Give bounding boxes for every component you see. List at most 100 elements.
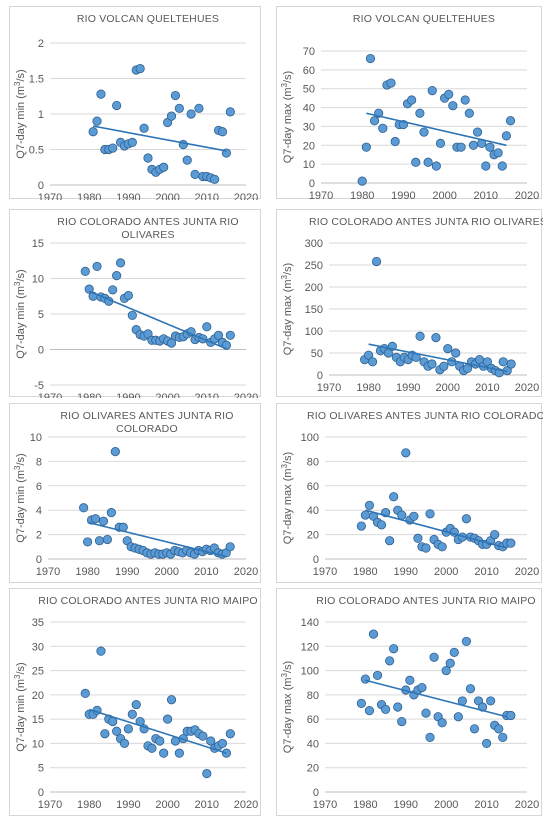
x-tick-label: 1980 (353, 799, 377, 811)
data-point (431, 333, 441, 343)
data-point (163, 714, 173, 724)
chart-svg-8: RIO COLORADO ANTES JUNTA RIO MAIPO 0 20 40 6… (280, 595, 539, 811)
y-axis-label: Q7-day max (m3/s) (280, 263, 294, 355)
chart-svg-4: RIO COLORADO ANTES JUNTA RIO OLIVARES 0 50… (280, 216, 543, 394)
x-tick-label: 1990 (394, 799, 418, 811)
x-tick-label: 1970 (317, 382, 341, 394)
data-point (206, 736, 216, 746)
data-point (112, 100, 122, 111)
trendline (365, 679, 507, 718)
data-point (444, 89, 454, 99)
y-tick-label: 300 (305, 238, 323, 250)
data-point (460, 95, 470, 105)
data-point (407, 95, 417, 105)
data-point (83, 537, 93, 547)
data-point (437, 542, 447, 552)
y-axis-label-main: Q7-day max (m (282, 677, 294, 753)
y-tick-label: 140 (301, 617, 319, 629)
data-point (166, 338, 177, 348)
y-tick-label: 0.5 (29, 145, 44, 157)
data-point (364, 706, 375, 716)
data-point (482, 738, 492, 749)
data-point (356, 521, 366, 531)
x-tick-label: 2010 (474, 190, 498, 200)
data-point (506, 710, 516, 721)
data-point (186, 109, 196, 119)
y-tick-label: 35 (32, 617, 44, 629)
data-point (409, 511, 419, 521)
data-point (127, 709, 137, 719)
data-point (482, 357, 492, 367)
data-point (96, 646, 106, 656)
x-tick-label: 2020 (234, 799, 258, 811)
y-tick-label: 10 (303, 159, 315, 171)
chart-svg-1: RIO VOLCAN QUELTEHUES 0 0.5 1 1.5 2 1970 1980 19… (13, 13, 258, 200)
data-point (376, 520, 387, 530)
data-point (415, 108, 425, 118)
data-point (419, 127, 429, 137)
x-tick-label: 2020 (234, 192, 258, 200)
data-point (115, 258, 126, 268)
y-axis-label-main: Q7-day min (m (15, 86, 27, 159)
y-tick-label: 10 (30, 432, 42, 444)
x-tick-label: 1990 (115, 566, 139, 578)
data-point (217, 738, 228, 749)
data-point (439, 361, 449, 371)
y-tick-label: 8 (36, 456, 42, 468)
y-tick-label: 2 (36, 530, 42, 542)
y-tick-label: 100 (305, 326, 323, 338)
data-point (364, 350, 374, 360)
chart-panel-7: RIO COLORADO ANTES JUNTA RIO MAIPO 0 5 10 15… (9, 588, 261, 816)
data-point (202, 322, 212, 332)
y-tick-label: 80 (307, 456, 319, 468)
data-point (498, 732, 508, 742)
data-point (92, 116, 102, 126)
data-point (225, 542, 235, 552)
y-tick-label: 20 (307, 530, 319, 542)
y-axis-label-tail: /s) (282, 71, 294, 83)
y-axis-label-tail: /s) (15, 662, 27, 674)
data-point (441, 665, 451, 676)
y-axis-label-tail: /s) (282, 452, 294, 464)
data-point (423, 157, 433, 167)
data-point (100, 729, 110, 739)
data-point (368, 629, 379, 639)
data-point (425, 509, 435, 519)
data-point (213, 330, 224, 340)
y-tick-label: 20 (303, 140, 315, 152)
x-tick-label: 2010 (475, 382, 499, 394)
chart-panel-4: RIO COLORADO ANTES JUNTA RIO OLIVARES 0 50… (276, 209, 543, 397)
y-axis-label-main: Q7-day min (m (15, 470, 27, 543)
chart-title-line: RIO VOLCAN QUELTEHUES (77, 13, 219, 25)
x-tick-label: 2010 (474, 566, 498, 578)
data-point (98, 516, 109, 526)
y-tick-label: 80 (307, 690, 319, 702)
data-point (108, 285, 118, 295)
chart-title-line: RIO COLORADO ANTES JUNTA RIO OLIVARES (309, 216, 543, 228)
data-point (393, 702, 403, 712)
y-tick-label: 0 (317, 370, 323, 382)
data-point (202, 768, 212, 779)
data-point (397, 716, 407, 727)
chart-title-line: RIO OLIVARES ANTES JUNTA RIO (60, 410, 233, 422)
data-point (506, 359, 516, 369)
y-axis-label-tail: /s) (15, 453, 27, 465)
data-point (96, 89, 106, 99)
y-tick-label: 20 (32, 690, 44, 702)
x-tick-label: 1970 (38, 392, 62, 398)
data-point (451, 348, 461, 358)
data-point (360, 674, 371, 684)
data-point (389, 644, 399, 654)
data-point (210, 174, 220, 184)
data-point (143, 153, 153, 163)
data-point (357, 176, 367, 186)
chart-title-line: RIO OLIVARES ANTES JUNTA RIO COLORADO (307, 410, 543, 422)
data-point (112, 726, 122, 736)
data-point (405, 675, 415, 685)
y-tick-label: 15 (32, 714, 44, 726)
chart-panel-6: RIO OLIVARES ANTES JUNTA RIO COLORADO 0 20… (276, 403, 543, 583)
trendline (88, 290, 227, 350)
x-tick-label: 1980 (77, 799, 101, 811)
x-tick-label: 1980 (353, 566, 377, 578)
